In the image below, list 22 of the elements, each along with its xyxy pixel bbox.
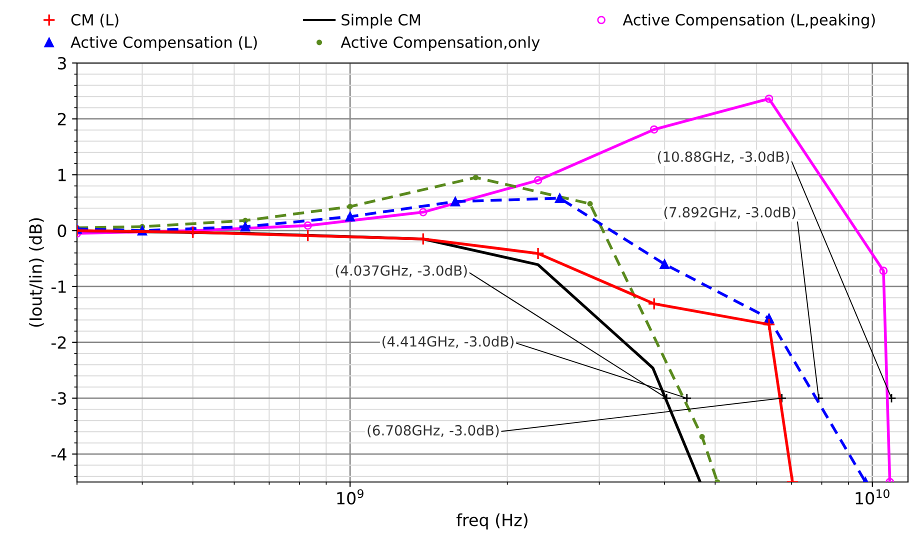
annotation: (10.88GHz, -3.0dB)	[658, 151, 789, 164]
y-tick-label: 3	[58, 56, 66, 70]
y-tick-label: -3	[51, 392, 66, 405]
y-tick-label: 1	[58, 168, 66, 182]
y-tick-label: 2	[58, 112, 66, 126]
y-tick-label: -1	[51, 280, 66, 293]
y-tick-label: 0	[58, 224, 66, 238]
legend-label: Active Compensation (L)	[70, 36, 257, 51]
legend-label: Simple CM	[342, 14, 420, 29]
legend-label: Active Compensation,only	[340, 36, 540, 51]
legend-label: CM (L)	[71, 14, 118, 28]
x-tick-label: 10$^{10}$	[856, 489, 890, 504]
annotation: (4.414GHz, -3.0dB)	[382, 336, 514, 348]
annotation: (4.037GHz, -3.0dB)	[336, 265, 467, 278]
y-tick-label: -4	[51, 448, 66, 460]
legend-label: Active Compensation (L,peaking)	[622, 14, 875, 29]
y-tick-label: -2	[51, 336, 66, 349]
x-tick-label: 10$^{9}$	[337, 489, 364, 504]
annotation: (6.708GHz, -3.0dB)	[368, 424, 499, 438]
annotation: (7.892GHz, -3.0dB)	[664, 206, 796, 220]
x-axis-title: freq (Hz)	[456, 513, 528, 530]
y-axis-title: (Iout/Iin) (dB)	[28, 218, 44, 327]
